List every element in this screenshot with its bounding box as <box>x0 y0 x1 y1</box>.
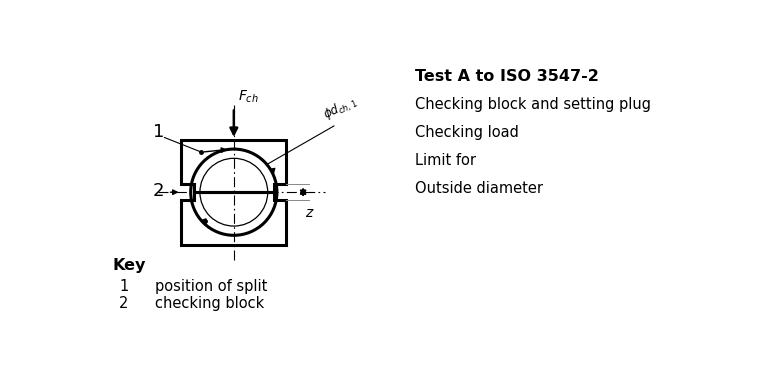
Text: checking block: checking block <box>155 296 264 311</box>
Text: $\phi d_{ch,1}$: $\phi d_{ch,1}$ <box>321 94 360 124</box>
Text: Limit for: Limit for <box>415 153 476 168</box>
Text: 1: 1 <box>119 279 128 294</box>
Text: 2: 2 <box>119 296 128 311</box>
Text: Test A to ISO 3547-2: Test A to ISO 3547-2 <box>415 69 598 84</box>
Text: $F_{ch}$: $F_{ch}$ <box>238 89 259 105</box>
Text: Checking block and setting plug: Checking block and setting plug <box>415 97 651 112</box>
Text: Checking load: Checking load <box>415 125 518 140</box>
Text: 1: 1 <box>153 123 165 141</box>
Text: $z$: $z$ <box>305 206 314 220</box>
Text: Outside diameter: Outside diameter <box>415 180 543 196</box>
Text: position of split: position of split <box>155 279 267 294</box>
Text: Key: Key <box>113 258 146 273</box>
Text: 2: 2 <box>153 182 165 200</box>
